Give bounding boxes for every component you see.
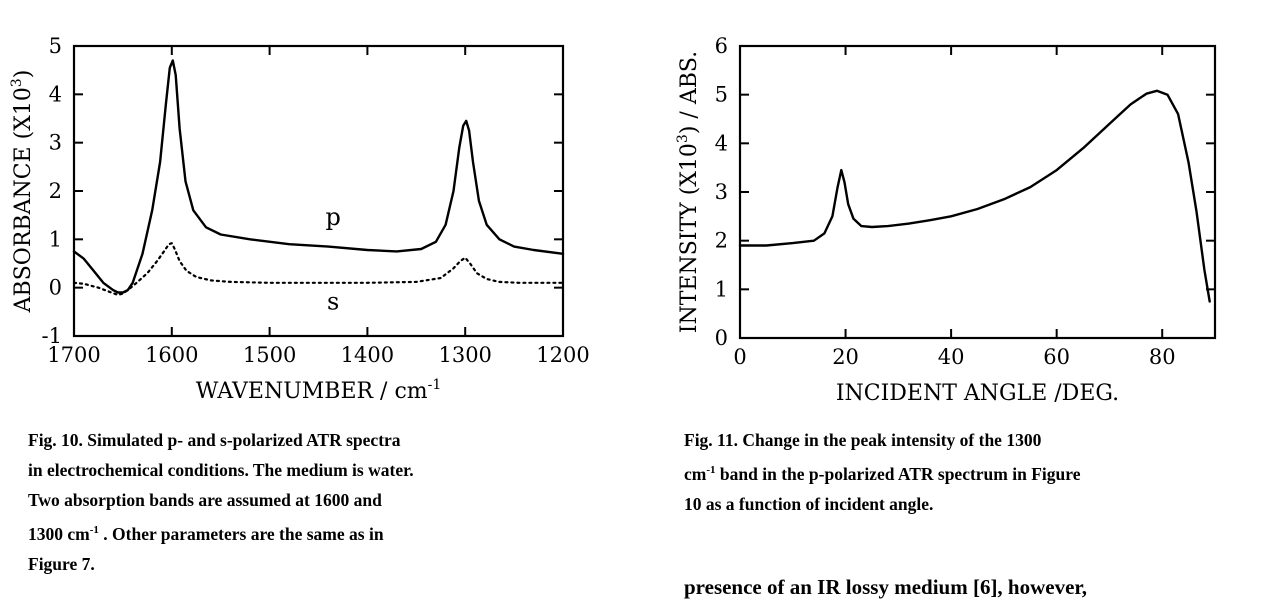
x-tick-label: 1200 [536, 343, 589, 367]
y-tick-label: 3 [715, 180, 728, 204]
y-tick-label: 1 [49, 227, 62, 251]
caption-line: in electrochemical conditions. The mediu… [28, 460, 414, 480]
body-text-line: presence of an IR lossy medium [6], howe… [684, 575, 1088, 599]
plot-frame [72, 44, 565, 338]
x-tick-label: 1700 [47, 343, 100, 367]
figure-10: 1700 1600 1500 1400 1300 1200 -1 0 1 2 3 4 5 p s WAVENU… [0, 0, 600, 430]
y-tick-label: 1 [715, 277, 728, 301]
y-axis-label-text-end: ) / ABS. [677, 51, 702, 134]
caption-line: Fig. 11. Change in the peak intensity of… [684, 430, 1042, 450]
y-axis-label-text: INTENSITY (X10 [677, 143, 702, 333]
chart-intensity-vs-incident-angle: 0 20 40 60 80 0 1 2 3 4 5 6 INCIDENT ANGLE /DEG. INTE… [675, 34, 1217, 406]
figure-11-caption: Fig. 11. Change in the peak intensity of… [684, 425, 1244, 519]
caption-text: cm [684, 463, 707, 484]
series-line-0 [738, 89, 1211, 303]
series-label-p: p [325, 203, 340, 231]
series-label-s: s [327, 287, 339, 315]
caption-line: 10 as a function of incident angle. [684, 493, 934, 514]
y-tick-label: -1 [42, 324, 62, 348]
y-axis-label-text-end: ) [11, 70, 36, 79]
x-tick-label: 0 [733, 345, 746, 369]
y-axis-label-text: ABSORBANCE (X10 [11, 87, 36, 313]
x-tick-label: 1300 [438, 343, 491, 367]
y-tick-label: 0 [715, 326, 728, 350]
x-tick-label: 80 [1149, 345, 1176, 369]
y-axis-label: INTENSITY (X103) / ABS. [675, 51, 702, 333]
chart-absorbance-vs-wavenumber: 1700 1600 1500 1400 1300 1200 -1 0 1 2 3 4 5 p s WAVENU… [9, 34, 590, 404]
y-tick-label: 5 [49, 34, 62, 58]
figure-11: 0 20 40 60 80 0 1 2 3 4 5 6 INCIDENT ANGLE /DEG. INTE… [640, 0, 1260, 430]
y-tick-label: 2 [715, 229, 728, 253]
y-tick-label: 4 [49, 82, 62, 106]
y-tick-label: 2 [49, 179, 62, 203]
caption-text: band in the p-polarized ATR spectrum in … [715, 463, 1081, 484]
plot-frame [738, 44, 1217, 340]
y-tick-label: 0 [49, 276, 62, 300]
x-tick-label: 1600 [145, 343, 198, 367]
y-tick-label: 5 [715, 83, 728, 107]
caption-line: 1300 cm-1 . Other parameters are the sam… [28, 515, 568, 549]
y-axis-label: ABSORBANCE (X103) [9, 70, 36, 314]
y-tick-label: 6 [715, 34, 728, 58]
series-line-s [72, 242, 565, 296]
x-tick-label: 40 [938, 345, 965, 369]
y-tick-label: 3 [49, 131, 62, 155]
x-tick-label: 20 [832, 345, 859, 369]
caption-superscript: -1 [89, 524, 99, 536]
caption-text: . Other parameters are the same as in [98, 523, 384, 544]
x-tick-label: 60 [1043, 345, 1070, 369]
caption-line: Fig. 10. Simulated p- and s-polarized AT… [28, 430, 401, 450]
caption-superscript: -1 [706, 464, 716, 476]
x-tick-label: 1500 [243, 343, 296, 367]
x-tick-label: 1400 [341, 343, 394, 367]
caption-line: Two absorption bands are assumed at 1600… [28, 490, 382, 510]
y-axis-label-superscript: 3 [9, 78, 25, 87]
figure-10-caption: Fig. 10. Simulated p- and s-polarized AT… [28, 425, 568, 579]
y-axis-label-superscript: 3 [675, 134, 691, 143]
series-line-p [72, 59, 565, 294]
x-axis-label-text: INCIDENT ANGLE /DEG. [836, 381, 1119, 406]
caption-text: 1300 cm [28, 523, 90, 544]
caption-line: cm-1 band in the p-polarized ATR spectru… [684, 455, 1244, 489]
x-axis-label: WAVENUMBER / cm-1 [196, 377, 442, 404]
caption-line: Figure 7. [28, 553, 95, 574]
x-axis-label-text: WAVENUMBER / cm [196, 379, 428, 404]
y-tick-label: 4 [715, 131, 728, 155]
x-axis-label: INCIDENT ANGLE /DEG. [836, 381, 1119, 406]
x-axis-label-superscript: -1 [428, 377, 442, 393]
